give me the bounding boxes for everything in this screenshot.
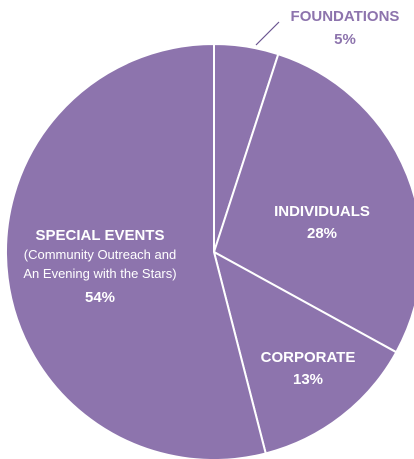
label-foundations: FOUNDATIONS bbox=[291, 8, 400, 25]
sublabel-special-events-1: (Community Outreach and bbox=[24, 247, 176, 262]
pie-labels: FOUNDATIONS 5% INDIVIDUALS 28% CORPORATE 13% S… bbox=[23, 8, 399, 388]
leader-line-foundations bbox=[255, 21, 280, 46]
value-individuals: 28% bbox=[307, 225, 337, 242]
value-corporate: 13% bbox=[293, 371, 323, 388]
pie-slices bbox=[5, 42, 414, 459]
label-special-events: SPECIAL EVENTS bbox=[36, 227, 165, 244]
label-individuals: INDIVIDUALS bbox=[274, 203, 370, 220]
value-foundations: 5% bbox=[334, 31, 356, 48]
slice-special-events bbox=[5, 42, 267, 459]
label-corporate: CORPORATE bbox=[261, 349, 356, 366]
slice-corporate bbox=[212, 250, 398, 455]
value-special-events: 54% bbox=[85, 289, 115, 306]
sublabel-special-events-2: An Evening with the Stars) bbox=[23, 266, 176, 281]
